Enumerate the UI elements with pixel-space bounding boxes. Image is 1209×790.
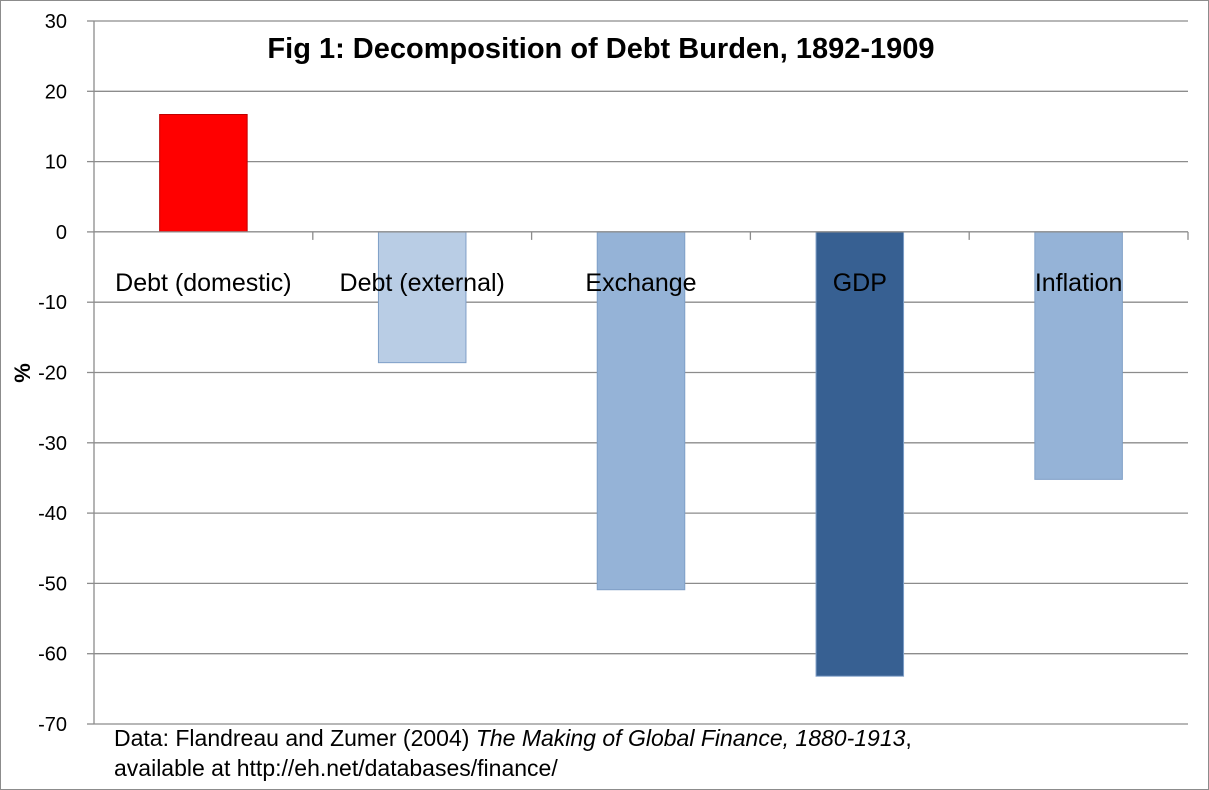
y-tick-label: -70	[38, 714, 67, 736]
bar	[815, 231, 905, 677]
bars	[159, 113, 1123, 677]
y-tick-label: -30	[38, 433, 67, 455]
bar	[159, 113, 248, 233]
chart-title: Fig 1: Decomposition of Debt Burden, 189…	[267, 33, 934, 65]
category-label: Debt (external)	[340, 269, 505, 297]
category-label: Debt (domestic)	[115, 269, 291, 297]
bar	[377, 231, 467, 364]
source-book-title: The Making of Global Finance, 1880-1913	[475, 725, 906, 751]
y-axis-label: %	[10, 363, 35, 383]
y-tick-label: 20	[45, 81, 67, 103]
y-tick-label: -10	[38, 292, 67, 314]
category-label: GDP	[833, 269, 887, 297]
y-tick-label: -20	[38, 363, 67, 385]
y-tick-label: -60	[38, 644, 67, 666]
category-label: Inflation	[1035, 269, 1123, 297]
y-tick-label: 0	[56, 222, 67, 244]
source-citation: Data: Flandreau and Zumer (2004)	[114, 725, 476, 751]
bar	[596, 231, 686, 591]
y-tick-label: 30	[45, 11, 67, 33]
axes	[87, 20, 1189, 725]
source-line-2: available at http://eh.net/databases/fin…	[114, 755, 558, 781]
y-tick-label: 10	[45, 152, 67, 174]
y-tick-label: -40	[38, 503, 67, 525]
category-label: Exchange	[585, 269, 696, 297]
bar	[1034, 231, 1123, 480]
source-comma: ,	[905, 725, 912, 751]
source-note: Data: Flandreau and Zumer (2004) The Mak…	[114, 723, 1114, 783]
labels: 30 20 10 0 -10 -20 -30 -40 -50 -60 -70 Debt (domest…	[38, 11, 1122, 736]
y-tick-label: -50	[38, 573, 67, 595]
source-line-1: Data: Flandreau and Zumer (2004) The Mak…	[114, 723, 1114, 753]
